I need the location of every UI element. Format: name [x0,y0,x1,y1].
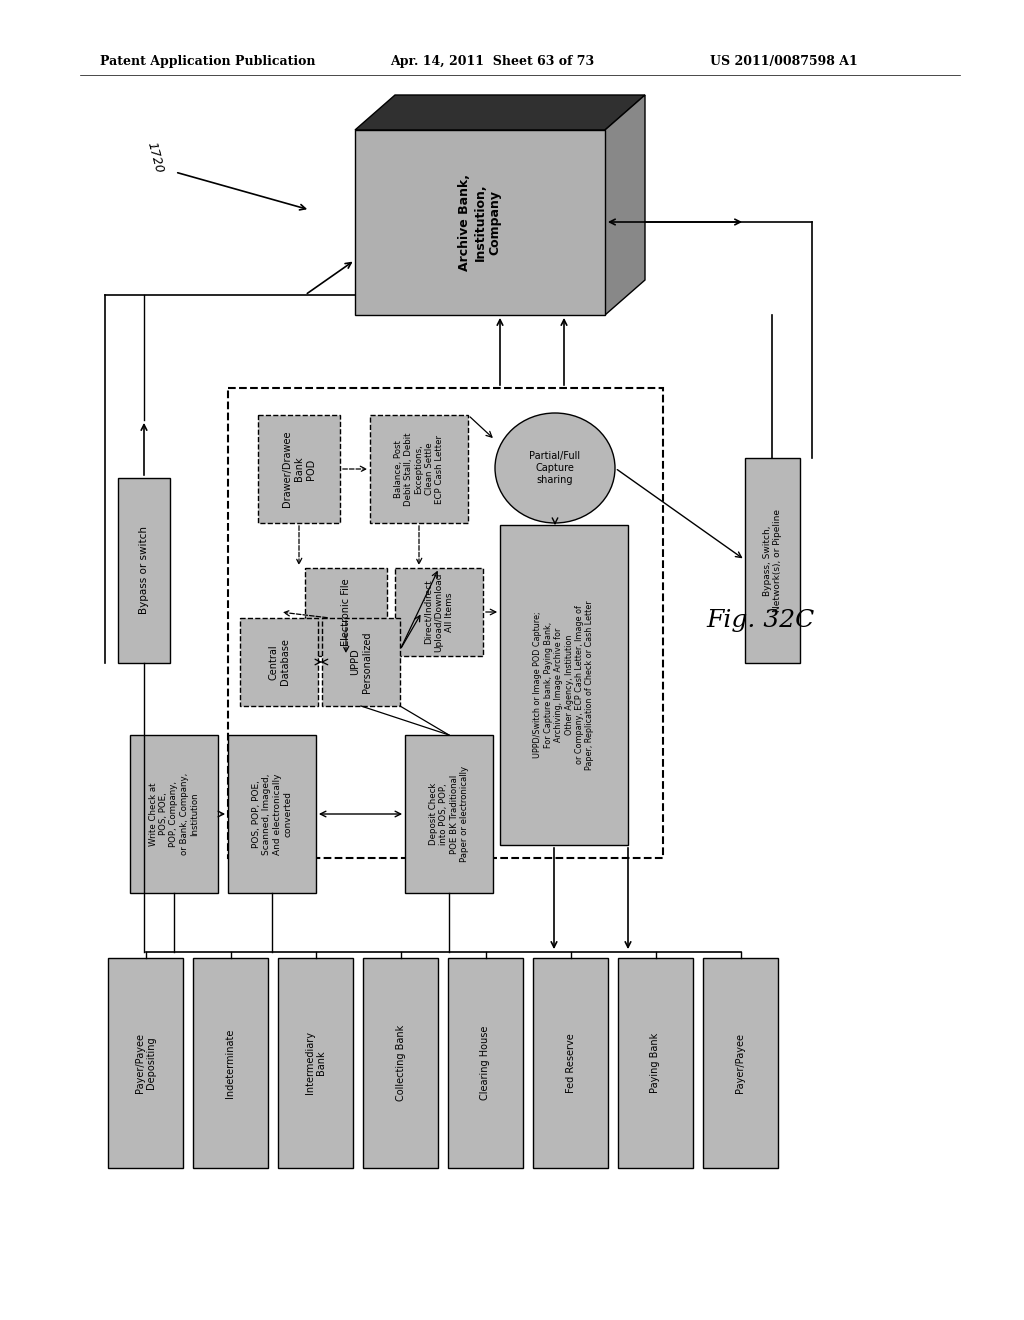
Text: Payer/Payee
Depositing: Payer/Payee Depositing [135,1034,157,1093]
Bar [305,568,387,656]
Bar [703,958,778,1168]
Text: UPPD/Switch or Image POD Capture;
For Capture bank, Paying Bank,
Archiving, Imag: UPPD/Switch or Image POD Capture; For Ca… [534,601,595,770]
Text: Electronic File: Electronic File [341,578,351,645]
Text: POS, POP, POE,
Scanned, Imaged,
And electronically
converted: POS, POP, POE, Scanned, Imaged, And elec… [252,774,292,855]
Bar [258,414,340,523]
Polygon shape [605,95,645,315]
Text: Central
Database: Central Database [268,639,290,685]
Bar [534,958,608,1168]
Bar [108,958,183,1168]
Bar [362,958,438,1168]
Text: UPPD
Personalized: UPPD Personalized [350,631,372,693]
Bar [278,958,353,1168]
Text: Payer/Payee: Payer/Payee [735,1034,745,1093]
Bar [745,458,800,663]
Bar [500,525,628,845]
Bar [322,618,400,706]
Bar [395,568,483,656]
Bar [118,478,170,663]
Text: Apr. 14, 2011  Sheet 63 of 73: Apr. 14, 2011 Sheet 63 of 73 [390,55,594,69]
Text: Intermediary
Bank: Intermediary Bank [305,1031,327,1094]
Ellipse shape [495,413,615,523]
Text: 1720: 1720 [144,141,166,176]
Text: Fed Reserve: Fed Reserve [565,1034,575,1093]
Bar [370,414,468,523]
Text: Archive Bank,
Institution,
Company: Archive Bank, Institution, Company [459,174,502,271]
Text: Drawer/Drawee
Bank
POD: Drawer/Drawee Bank POD [283,430,315,507]
Bar [228,735,316,894]
Polygon shape [355,95,645,129]
Text: Bypass, Switch,
Network(s), or Pipeline: Bypass, Switch, Network(s), or Pipeline [763,510,782,612]
Text: Fig. 32C: Fig. 32C [706,609,814,631]
Text: Paying Bank: Paying Bank [650,1032,660,1093]
Text: Clearing House: Clearing House [480,1026,490,1100]
Bar [228,388,663,858]
Text: Write Check at
POS, POE,
POP, Company,
or Bank, Company,
Institution: Write Check at POS, POE, POP, Company, o… [148,774,200,855]
Bar [355,129,605,315]
Bar [240,618,318,706]
Bar [193,958,268,1168]
Bar [449,958,523,1168]
Bar [618,958,693,1168]
Bar [406,735,493,894]
Text: Bypass or switch: Bypass or switch [139,527,150,615]
Bar [130,735,218,894]
Text: Patent Application Publication: Patent Application Publication [100,55,315,69]
Text: Indeterminate: Indeterminate [225,1028,236,1098]
Text: US 2011/0087598 A1: US 2011/0087598 A1 [710,55,858,69]
Text: Balance, Post
Debit Stall, Debit
Exceptions,
Clean Settle
ECP Cash Letter: Balance, Post Debit Stall, Debit Excepti… [393,432,444,506]
Text: Deposit Check
into POS, POP,
POE BK Traditional
Paper or electronically: Deposit Check into POS, POP, POE BK Trad… [429,766,469,862]
Text: Partial/Full
Capture
sharing: Partial/Full Capture sharing [529,451,581,484]
Text: Collecting Bank: Collecting Bank [395,1024,406,1101]
Text: Direct/Indirect
Upload/Download
All Items: Direct/Indirect Upload/Download All Item… [424,573,454,652]
